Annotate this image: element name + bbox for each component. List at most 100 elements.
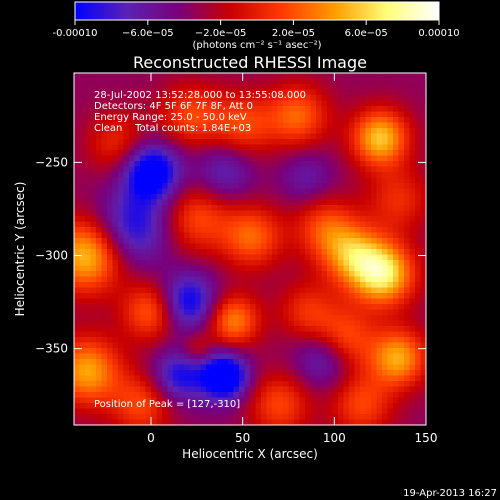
heatmap-cell <box>283 397 290 404</box>
heatmap-cell <box>167 298 174 305</box>
heatmap-cell <box>211 282 218 289</box>
heatmap-cell <box>206 89 213 96</box>
heatmap-cell <box>85 111 92 118</box>
heatmap-cell <box>101 414 108 421</box>
heatmap-cell <box>156 205 163 212</box>
heatmap-cell <box>123 210 130 217</box>
heatmap-cell <box>167 397 174 404</box>
heatmap-cell <box>277 260 284 267</box>
heatmap-cell <box>184 403 191 410</box>
heatmap-cell <box>387 144 394 151</box>
heatmap-cell <box>376 205 383 212</box>
heatmap-cell <box>266 205 273 212</box>
heatmap-cell <box>90 353 97 360</box>
heatmap-cell <box>343 78 350 85</box>
heatmap-cell <box>239 359 246 366</box>
heatmap-cell <box>420 122 426 129</box>
heatmap-cell <box>211 84 218 91</box>
heatmap-cell <box>101 155 108 162</box>
heatmap-cell <box>376 287 383 294</box>
heatmap-cell <box>228 359 235 366</box>
heatmap-cell <box>244 161 251 168</box>
heatmap-cell <box>173 139 180 146</box>
heatmap-cell <box>310 199 317 206</box>
heatmap-cell <box>74 348 81 355</box>
chart-title: Reconstructed RHESSI Image <box>133 53 367 72</box>
heatmap-cell <box>96 348 103 355</box>
heatmap-cell <box>167 216 174 223</box>
heatmap-cell <box>382 287 389 294</box>
heatmap-cell <box>371 249 378 256</box>
heatmap-cell <box>321 227 328 234</box>
heatmap-cell <box>310 403 317 410</box>
heatmap-cell <box>261 353 268 360</box>
heatmap-cell <box>261 177 268 184</box>
heatmap-cell <box>173 194 180 201</box>
heatmap-cell <box>145 243 152 250</box>
heatmap-cell <box>420 95 426 102</box>
heatmap-cell <box>255 287 262 294</box>
heatmap-cell <box>332 254 339 261</box>
heatmap-cell <box>74 161 81 168</box>
heatmap-cell <box>184 106 191 113</box>
heatmap-cell <box>184 315 191 322</box>
heatmap-cell <box>360 199 367 206</box>
heatmap-cell <box>365 89 372 96</box>
heatmap-cell <box>404 227 411 234</box>
heatmap-cell <box>250 408 257 415</box>
heatmap-cell <box>123 194 130 201</box>
heatmap-cell <box>415 210 422 217</box>
heatmap-cell <box>299 216 306 223</box>
heatmap-cell <box>310 78 317 85</box>
heatmap-cell <box>261 414 268 421</box>
heatmap-cell <box>101 342 108 349</box>
heatmap-cell <box>85 243 92 250</box>
heatmap-cell <box>79 243 86 250</box>
heatmap-cell <box>96 139 103 146</box>
heatmap-cell <box>371 342 378 349</box>
heatmap-cell <box>244 276 251 283</box>
heatmap-cell <box>387 128 394 135</box>
heatmap-cell <box>288 84 295 91</box>
heatmap-cell <box>349 414 356 421</box>
heatmap-cell <box>305 353 312 360</box>
heatmap-cell <box>101 205 108 212</box>
heatmap-cell <box>420 265 426 272</box>
heatmap-cell <box>162 315 169 322</box>
heatmap-cell <box>288 309 295 316</box>
heatmap-cell <box>283 403 290 410</box>
heatmap-cell <box>156 89 163 96</box>
heatmap-cell <box>228 194 235 201</box>
heatmap-cell <box>96 210 103 217</box>
heatmap-cell <box>393 133 400 140</box>
heatmap-cell <box>90 194 97 201</box>
heatmap-cell <box>299 254 306 261</box>
heatmap-cell <box>74 309 81 316</box>
heatmap-cell <box>415 188 422 195</box>
heatmap-cell <box>255 386 262 393</box>
heatmap-cell <box>228 210 235 217</box>
heatmap-cell <box>74 353 81 360</box>
heatmap-cell <box>101 161 108 168</box>
heatmap-cell <box>420 260 426 267</box>
heatmap-cell <box>195 84 202 91</box>
heatmap-cell <box>96 359 103 366</box>
heatmap-cell <box>415 359 422 366</box>
heatmap-cell <box>101 144 108 151</box>
heatmap-cell <box>398 370 405 377</box>
heatmap-cell <box>156 326 163 333</box>
heatmap-cell <box>129 205 136 212</box>
heatmap-cell <box>167 238 174 245</box>
heatmap-cell <box>299 265 306 272</box>
heatmap-cell <box>184 139 191 146</box>
heatmap-cell <box>382 315 389 322</box>
heatmap-cell <box>101 183 108 190</box>
heatmap-cell <box>200 249 207 256</box>
heatmap-cell <box>167 210 174 217</box>
heatmap-cell <box>244 375 251 382</box>
heatmap-cell <box>343 342 350 349</box>
heatmap-cell <box>272 337 279 344</box>
heatmap-cell <box>112 133 119 140</box>
heatmap-cell <box>107 183 114 190</box>
heatmap-cell <box>398 348 405 355</box>
